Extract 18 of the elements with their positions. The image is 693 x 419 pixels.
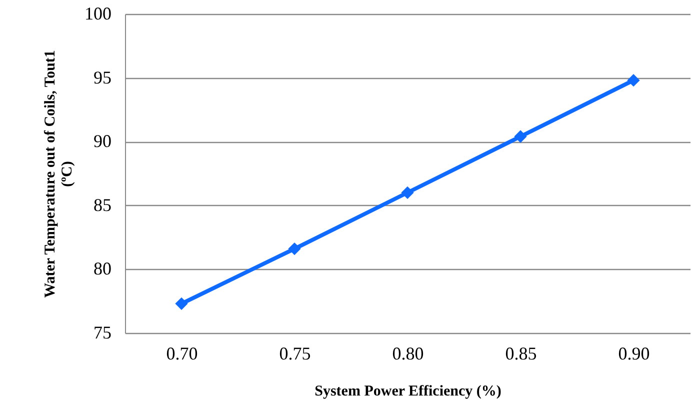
y-tick-label: 100 xyxy=(84,4,112,24)
x-tick-label: 0.85 xyxy=(505,344,537,364)
y-tick-label: 85 xyxy=(94,194,112,215)
x-tick-label: 0.75 xyxy=(279,344,311,364)
point xyxy=(514,130,527,143)
point xyxy=(175,297,188,310)
x-tick-label: 0.70 xyxy=(166,344,198,364)
x-tick-label: 0.80 xyxy=(392,344,424,364)
y-tick-label: 80 xyxy=(94,258,112,279)
x-axis-title: System Power Efficiency (%) xyxy=(314,384,502,400)
point xyxy=(401,186,414,199)
y-tick-label: 90 xyxy=(94,131,112,152)
point xyxy=(288,242,301,256)
y-tick-label: 75 xyxy=(94,322,112,342)
y-axis-title: Water Temperature out of Coils, Tout1 (ºC) xyxy=(42,50,76,298)
point xyxy=(627,74,640,87)
x-tick-label: 0.90 xyxy=(618,344,650,364)
y-tick-label: 95 xyxy=(94,67,112,88)
